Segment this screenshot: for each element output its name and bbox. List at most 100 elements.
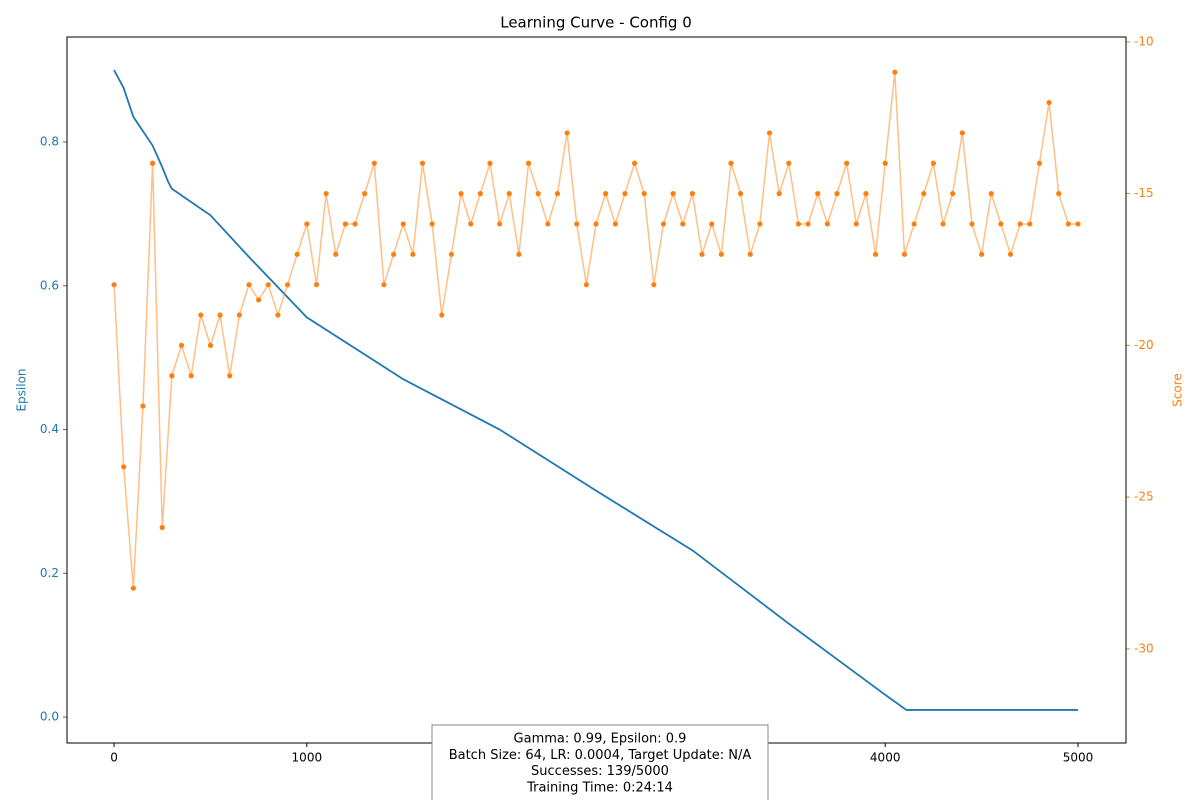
y2-tick-label: -30 — [1134, 641, 1154, 655]
chart-title: Learning Curve - Config 0 — [500, 14, 692, 32]
score-point — [535, 191, 541, 197]
score-point — [390, 251, 397, 257]
y2-tick-label: -25 — [1134, 490, 1154, 504]
info-text: Gamma: 0.99, Epsilon: 0.9 — [514, 732, 687, 747]
score-point — [805, 221, 811, 227]
score-point — [1046, 99, 1052, 106]
score-point — [872, 251, 879, 257]
x-tick-label: 0 — [110, 751, 118, 765]
score-point — [227, 373, 233, 379]
score-point — [593, 221, 599, 227]
score-point — [419, 160, 426, 166]
score-point — [1065, 221, 1071, 227]
score-point — [381, 282, 387, 288]
score-point — [1007, 251, 1014, 257]
score-point — [795, 221, 802, 227]
score-point — [159, 524, 165, 531]
score-point — [718, 251, 724, 257]
score-point — [978, 251, 985, 257]
score-point — [362, 191, 368, 197]
score-point — [477, 191, 483, 197]
score-point — [959, 130, 965, 136]
y2-tick-label: -10 — [1134, 34, 1154, 48]
score-point — [284, 282, 291, 288]
score-point — [699, 251, 705, 257]
score-point — [429, 221, 435, 227]
plot-frame — [66, 36, 1127, 744]
score-point — [275, 312, 281, 318]
score-point — [265, 282, 271, 288]
score-point — [1017, 221, 1023, 227]
score-point — [525, 160, 532, 166]
score-point — [757, 221, 763, 227]
score-point — [930, 160, 937, 166]
y-tick-label: 0.2 — [40, 566, 59, 580]
score-point — [998, 221, 1004, 227]
score-point — [901, 251, 908, 257]
score-point — [853, 221, 859, 227]
score-point — [824, 221, 830, 227]
score-point — [487, 160, 493, 166]
score-point — [786, 160, 792, 166]
score-point — [554, 191, 561, 197]
score-point — [313, 282, 320, 288]
score-point — [651, 282, 657, 288]
y-tick-label: 0.6 — [40, 278, 59, 292]
score-point — [458, 191, 464, 197]
score-point — [1027, 221, 1033, 227]
score-point — [294, 251, 300, 257]
score-point — [988, 191, 994, 197]
score-point — [670, 191, 676, 197]
y2-axis-label: Score — [1171, 373, 1185, 407]
score-point — [178, 342, 185, 348]
score-point — [911, 221, 917, 227]
score-point — [950, 191, 956, 197]
score-point — [863, 191, 869, 197]
score-point — [738, 191, 744, 197]
score-point — [815, 191, 821, 197]
y-tick-label: 0.4 — [40, 422, 59, 436]
info-text: Successes: 139/5000 — [531, 764, 669, 779]
score-point — [940, 221, 946, 227]
y2-tick-label: -15 — [1134, 186, 1154, 200]
score-point — [439, 312, 445, 318]
score-point — [709, 221, 715, 227]
x-tick-label: 5000 — [1063, 751, 1094, 765]
score-point — [969, 221, 975, 227]
score-point — [921, 191, 927, 197]
score-point — [506, 191, 512, 197]
score-point — [342, 221, 348, 227]
score-point — [766, 130, 773, 136]
score-point — [121, 464, 127, 470]
score-point — [246, 282, 252, 288]
score-point — [198, 312, 204, 318]
score-point — [564, 130, 570, 136]
series-line — [113, 72, 1078, 589]
score-point — [140, 403, 146, 409]
score-point — [689, 191, 696, 197]
score-point — [844, 160, 850, 166]
score-point — [236, 312, 242, 318]
score-point — [304, 221, 310, 227]
score-point — [207, 342, 214, 348]
score-point — [333, 251, 339, 257]
score-point — [660, 221, 667, 227]
score-point — [217, 312, 223, 318]
score-point — [612, 221, 618, 227]
score-point — [497, 221, 503, 227]
score-point — [1056, 191, 1062, 197]
y-tick-label: 0.0 — [40, 710, 59, 724]
score-point — [400, 221, 406, 227]
score-point — [622, 191, 628, 197]
score-point — [111, 282, 117, 288]
score-point — [1036, 160, 1043, 166]
info-text: Batch Size: 64, LR: 0.0004, Target Updat… — [449, 748, 752, 763]
x-tick-label: 4000 — [870, 751, 901, 765]
score-point — [583, 282, 589, 288]
score-point — [545, 221, 551, 227]
info-text: Training Time: 0:24:14 — [526, 780, 673, 795]
score-point — [641, 191, 647, 197]
y-tick-label: 0.8 — [40, 134, 59, 148]
